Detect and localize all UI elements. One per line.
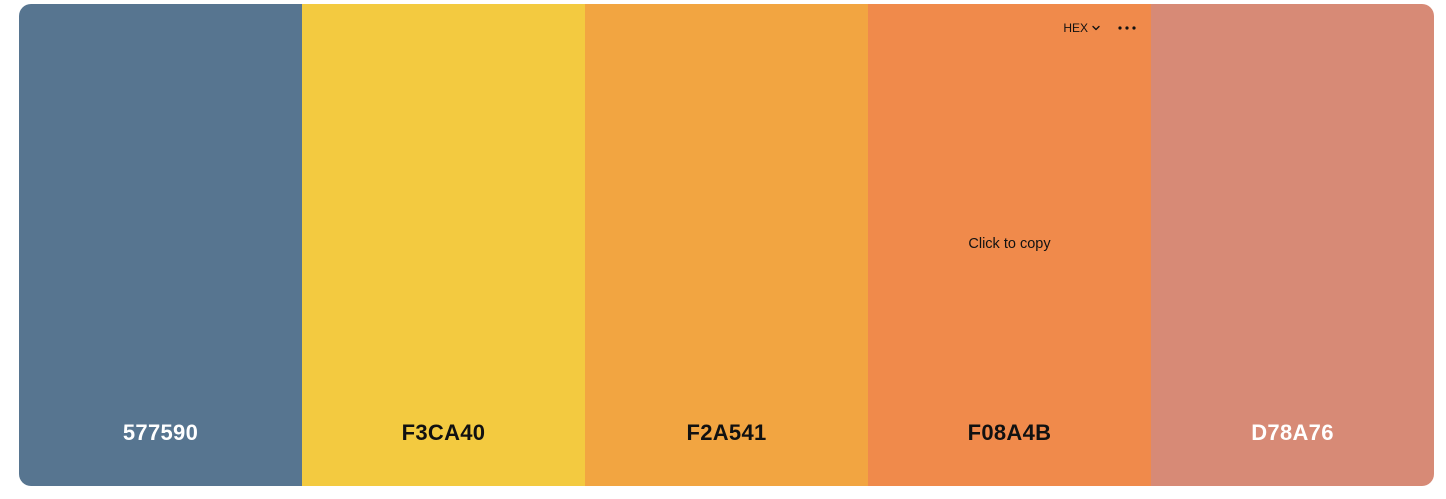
color-format-label: HEX [1063, 21, 1088, 35]
color-swatch-3[interactable]: F2A541 [585, 4, 868, 486]
color-swatch-1[interactable]: 577590 [19, 4, 302, 486]
swatch-hex-label: F08A4B [967, 420, 1052, 445]
click-to-copy-hint: Click to copy [968, 236, 1051, 252]
more-horizontal-icon [1118, 26, 1136, 30]
color-swatch-5[interactable]: D78A76 [1151, 4, 1434, 486]
swatch-hex-label: F2A541 [686, 420, 767, 445]
color-format-dropdown[interactable]: HEX [1063, 21, 1101, 35]
swatch-hex-label: F3CA40 [401, 420, 486, 445]
swatch-hex-label: 577590 [122, 420, 199, 445]
swatch-hex-label: D78A76 [1251, 420, 1334, 445]
swatch-toolbar: HEX [1063, 20, 1137, 36]
more-options-button[interactable] [1117, 20, 1137, 36]
color-swatch-4[interactable]: HEX Click to copy F08A4B [868, 4, 1151, 486]
chevron-down-icon [1092, 25, 1100, 31]
color-palette: 577590 F3CA40 F2A541 HEX Click to copy [19, 4, 1434, 486]
color-swatch-2[interactable]: F3CA40 [302, 4, 585, 486]
